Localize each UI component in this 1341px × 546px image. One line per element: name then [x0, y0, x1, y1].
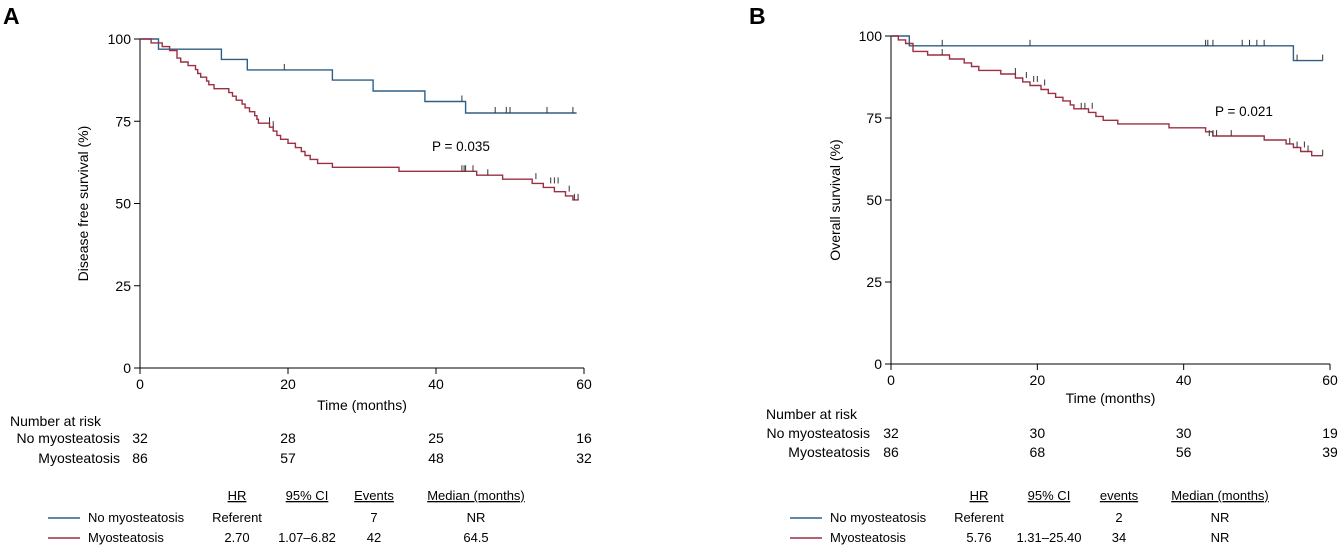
panel-b-table-cell: 2: [1115, 510, 1122, 525]
panel-a-letter: A: [3, 3, 20, 29]
panel-b-table-cell: NR: [1211, 530, 1230, 545]
panel-b-risk-title: Number at risk: [766, 406, 858, 422]
panel-a-risk-value: 32: [132, 430, 148, 446]
panel-a-risk-value: 28: [280, 430, 296, 446]
panel-a-y-tick-label: 100: [108, 31, 132, 47]
panel-b-table-cell: Referent: [954, 510, 1004, 525]
panel-b-x-axis-label: Time (months): [1066, 390, 1156, 406]
panel-b-risk-row-label: Myosteatosis: [788, 444, 870, 460]
panel-b-y-axis-label: Overall survival (%): [827, 139, 843, 260]
panel-a-x-tick-label: 40: [428, 376, 444, 392]
panel-b-risk-value: 32: [883, 425, 899, 441]
panel-b-x-tick-label: 20: [1030, 372, 1046, 388]
panel-b-y-tick-label: 50: [866, 192, 882, 208]
panel-a-table-cell: 2.70: [224, 530, 249, 545]
panel-b-y-tick-label: 100: [859, 28, 883, 44]
panel-b-curve-myosteatosis: [891, 35, 1323, 157]
panel-a-y-tick-label: 50: [115, 196, 131, 212]
panel-a-curve-no-myosteatosis: [140, 38, 577, 114]
panel-b-table-header: events: [1100, 488, 1139, 503]
panel-b-x-tick-label: 0: [887, 372, 895, 388]
panel-b-curve-no-myosteatosis: [891, 35, 1323, 62]
panel-b-risk-value: 30: [1030, 425, 1046, 441]
panel-a-risk-value: 86: [132, 450, 148, 466]
panel-a-y-axis-label: Disease free survival (%): [75, 126, 91, 282]
panel-a-risk-value: 32: [576, 450, 592, 466]
panel-b-risk-value: 30: [1176, 425, 1192, 441]
panel-b-legend-label: No myosteatosis: [830, 510, 927, 525]
panel-a-table-cell: 1.07–6.82: [278, 530, 336, 545]
panel-a-p-value: P = 0.035: [432, 139, 490, 154]
panel-a-curve-myosteatosis: [140, 38, 579, 201]
panel-a-risk-title: Number at risk: [10, 413, 102, 429]
panel-b-table-header: 95% CI: [1028, 488, 1071, 503]
panel-b-risk-value: 56: [1176, 444, 1192, 460]
panel-a-table-header: 95% CI: [286, 488, 329, 503]
panel-a-x-tick-label: 60: [576, 376, 592, 392]
panel-a-y-tick-label: 25: [115, 278, 131, 294]
panel-b-risk-value: 19: [1322, 425, 1338, 441]
panel-a-y-tick-label: 0: [123, 360, 131, 376]
panel-a-table-header: HR: [228, 488, 247, 503]
panel-a-x-tick-label: 20: [280, 376, 296, 392]
panel-a-x-axis-label: Time (months): [317, 397, 407, 413]
panel-a-table-cell: NR: [467, 510, 486, 525]
panel-b-risk-value: 68: [1030, 444, 1046, 460]
panel-a-legend-label: No myosteatosis: [88, 510, 185, 525]
panel-b-table-cell: NR: [1211, 510, 1230, 525]
panel-a-risk-value: 57: [280, 450, 296, 466]
panel-b-risk-row-label: No myosteatosis: [767, 425, 870, 441]
panel-b-risk-value: 39: [1322, 444, 1338, 460]
panel-b-x-tick-label: 60: [1322, 372, 1338, 388]
panel-a-legend-label: Myosteatosis: [88, 530, 164, 545]
panel-b-table-header: Median (months): [1171, 488, 1269, 503]
panel-a-table-cell: 7: [370, 510, 377, 525]
panel-b-y-tick-label: 25: [866, 274, 882, 290]
panel-a-risk-row-label: Myosteatosis: [38, 450, 120, 466]
panel-b-y-tick-label: 0: [874, 356, 882, 372]
panel-a-risk-row-label: No myosteatosis: [17, 430, 120, 446]
panel-a-table-header: Events: [354, 488, 394, 503]
panel-b-x-tick-label: 40: [1176, 372, 1192, 388]
panel-b-y-tick-label: 75: [866, 110, 882, 126]
panel-b-table-header: HR: [970, 488, 989, 503]
panel-b-table-cell: 34: [1112, 530, 1126, 545]
panel-b-table-cell: 1.31–25.40: [1016, 530, 1081, 545]
panel-a-risk-value: 25: [428, 430, 444, 446]
panel-a-table-cell: 64.5: [463, 530, 488, 545]
panel-a-risk-value: 48: [428, 450, 444, 466]
panel-a-table-cell: 42: [367, 530, 381, 545]
panel-a-table-header: Median (months): [427, 488, 525, 503]
panel-b-legend-label: Myosteatosis: [830, 530, 906, 545]
panel-a-x-tick-label: 0: [136, 376, 144, 392]
panel-b-p-value: P = 0.021: [1215, 104, 1273, 119]
panel-b-letter: B: [749, 3, 766, 29]
panel-b-risk-value: 86: [883, 444, 899, 460]
panel-a-risk-value: 16: [576, 430, 592, 446]
panel-a-y-tick-label: 75: [115, 113, 131, 129]
panel-a-table-cell: Referent: [212, 510, 262, 525]
panel-b-table-cell: 5.76: [966, 530, 991, 545]
